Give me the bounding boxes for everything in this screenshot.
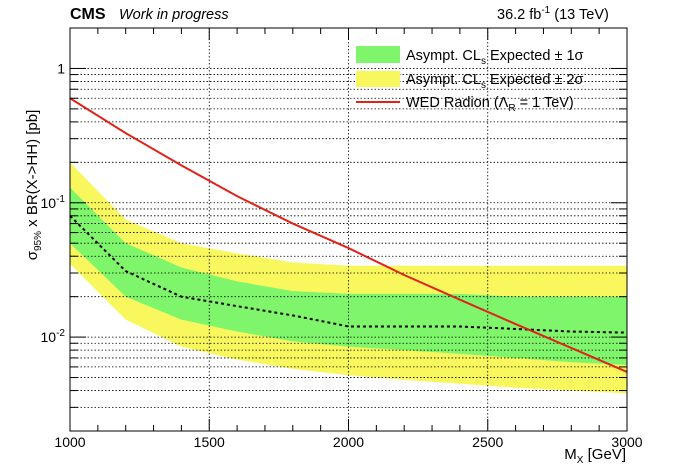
y-axis-title: σ95% x BR(X->HH) [pb]: [24, 110, 44, 261]
legend: Asympt. CLs Expected ± 1σ Asympt. CLs Ex…: [356, 46, 584, 114]
x-tick-label: 1500: [194, 434, 225, 450]
y-tick-label: 10-2: [41, 328, 66, 345]
radion-line: [69, 97, 628, 373]
luminosity-label: 36.2 fb-1 (13 TeV): [497, 5, 609, 23]
x-tick-label: 2500: [472, 434, 503, 450]
legend-band2-label: Asympt. CLs Expected ± 2σ: [406, 72, 584, 91]
x-tick-label: 1000: [54, 434, 85, 450]
axis-ticks: [69, 27, 628, 432]
legend-band1-swatch: [356, 46, 400, 63]
x-axis-title: MX [GeV]: [564, 446, 626, 466]
y-tick-label: 1: [57, 60, 65, 76]
x-tick-label: 3000: [611, 434, 642, 450]
experiment-label: CMS: [70, 6, 106, 23]
status-label: Work in progress: [119, 7, 229, 23]
legend-radion-label: WED Radion (ΛR = 1 TeV): [406, 95, 574, 114]
y-tick-label: 10-1: [41, 194, 66, 211]
limit-lines: [69, 97, 628, 373]
legend-band1-label: Asympt. CLs Expected ± 1σ: [406, 48, 584, 67]
x-tick-label: 2000: [333, 434, 364, 450]
axis-tick-labels: 1000 1500 2000 2500 3000 10-2 10-1 1: [41, 60, 643, 450]
band-1sigma: [70, 187, 627, 365]
